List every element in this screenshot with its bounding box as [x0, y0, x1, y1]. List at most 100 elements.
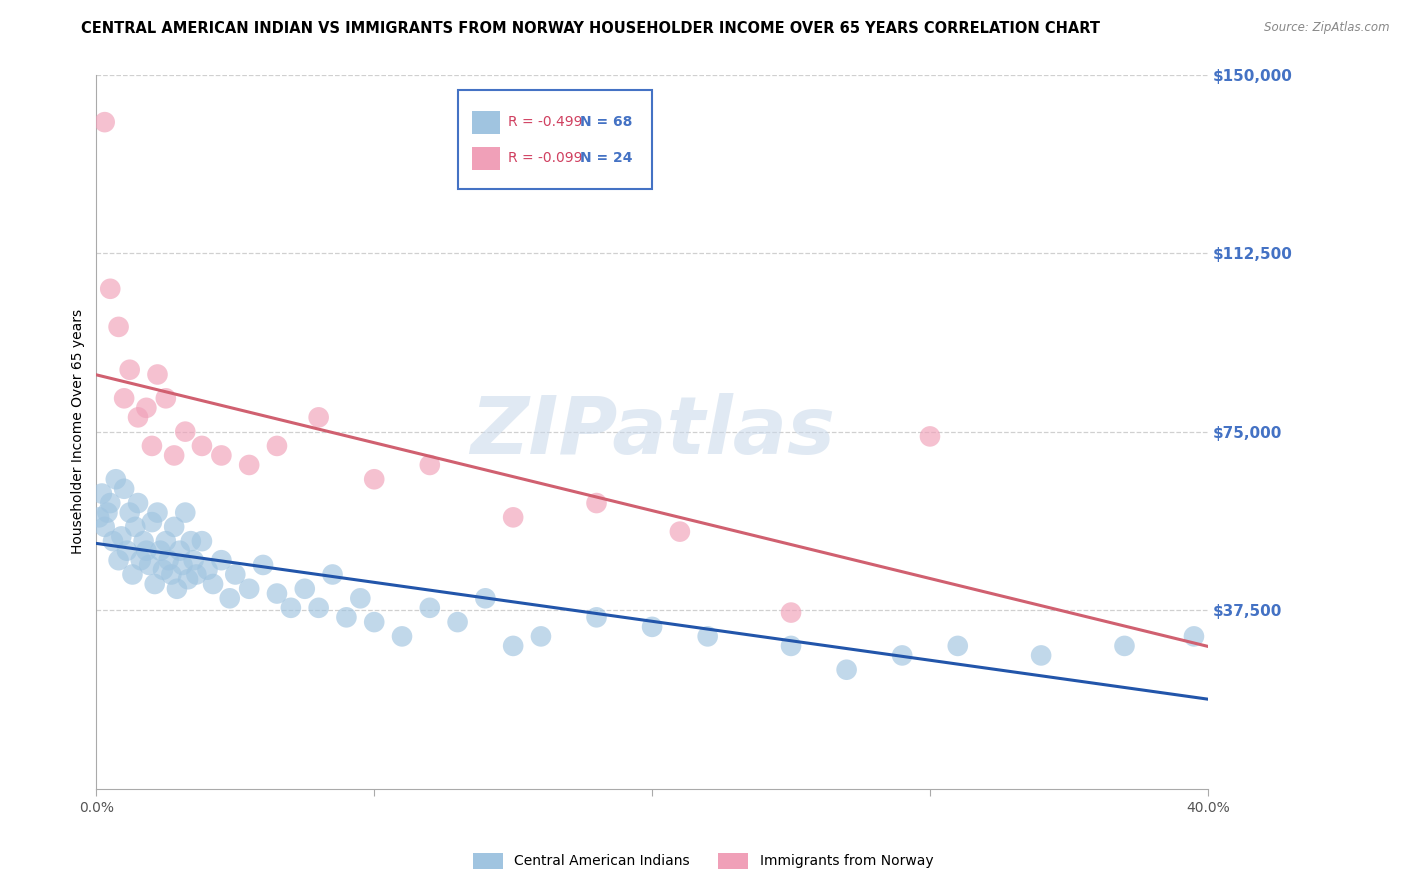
- Point: [197, 563, 219, 577]
- Point: [946, 639, 969, 653]
- Point: [474, 591, 496, 606]
- Point: [209, 449, 232, 463]
- Point: [93, 520, 115, 534]
- Point: [419, 458, 441, 472]
- Point: [238, 458, 260, 472]
- Point: [104, 472, 127, 486]
- Point: [163, 520, 186, 534]
- Point: [129, 553, 152, 567]
- Point: [132, 534, 155, 549]
- Point: [446, 615, 468, 629]
- Point: [308, 410, 330, 425]
- Point: [101, 534, 124, 549]
- Point: [174, 506, 197, 520]
- Point: [160, 567, 183, 582]
- Point: [155, 392, 177, 406]
- Point: [110, 529, 132, 543]
- Point: [530, 629, 553, 643]
- Point: [780, 606, 803, 620]
- Point: [186, 567, 208, 582]
- Point: [502, 510, 524, 524]
- Point: [107, 319, 129, 334]
- Point: [280, 600, 302, 615]
- Point: [146, 506, 169, 520]
- Point: [146, 368, 169, 382]
- Point: [90, 486, 112, 500]
- Point: [118, 506, 141, 520]
- Point: [180, 534, 202, 549]
- Text: R = -0.099: R = -0.099: [508, 151, 582, 165]
- Point: [115, 543, 138, 558]
- Bar: [472, 146, 499, 169]
- Text: CENTRAL AMERICAN INDIAN VS IMMIGRANTS FROM NORWAY HOUSEHOLDER INCOME OVER 65 YEA: CENTRAL AMERICAN INDIAN VS IMMIGRANTS FR…: [82, 21, 1099, 36]
- Point: [118, 363, 141, 377]
- Point: [127, 410, 149, 425]
- Bar: [472, 111, 499, 134]
- Point: [363, 615, 385, 629]
- Point: [266, 586, 288, 600]
- Point: [419, 600, 441, 615]
- Point: [335, 610, 357, 624]
- Point: [143, 577, 166, 591]
- Point: [157, 553, 180, 567]
- Point: [224, 567, 246, 582]
- Point: [98, 496, 121, 510]
- Y-axis label: Householder Income Over 65 years: Householder Income Over 65 years: [72, 309, 86, 554]
- Point: [93, 115, 115, 129]
- Point: [202, 577, 225, 591]
- Point: [238, 582, 260, 596]
- Point: [252, 558, 274, 572]
- Point: [149, 543, 172, 558]
- Point: [918, 429, 941, 443]
- Point: [96, 506, 118, 520]
- Point: [696, 629, 718, 643]
- Point: [174, 425, 197, 439]
- Point: [169, 543, 191, 558]
- Point: [121, 567, 143, 582]
- Point: [891, 648, 914, 663]
- Point: [294, 582, 316, 596]
- Point: [112, 392, 135, 406]
- Point: [308, 600, 330, 615]
- Point: [322, 567, 344, 582]
- Point: [98, 282, 121, 296]
- Point: [1114, 639, 1136, 653]
- Point: [349, 591, 371, 606]
- Point: [391, 629, 413, 643]
- Point: [641, 620, 664, 634]
- Point: [166, 582, 188, 596]
- Point: [141, 439, 163, 453]
- Text: N = 68: N = 68: [579, 115, 633, 129]
- Point: [191, 439, 214, 453]
- FancyBboxPatch shape: [457, 90, 652, 189]
- Point: [191, 534, 214, 549]
- Point: [363, 472, 385, 486]
- Point: [183, 553, 205, 567]
- Point: [209, 553, 232, 567]
- Point: [669, 524, 692, 539]
- Legend: Central American Indians, Immigrants from Norway: Central American Indians, Immigrants fro…: [467, 847, 939, 874]
- Point: [112, 482, 135, 496]
- Point: [127, 496, 149, 510]
- Point: [89, 510, 111, 524]
- Point: [1182, 629, 1205, 643]
- Text: Source: ZipAtlas.com: Source: ZipAtlas.com: [1264, 21, 1389, 34]
- Point: [152, 563, 174, 577]
- Point: [780, 639, 803, 653]
- Point: [177, 572, 200, 586]
- Point: [835, 663, 858, 677]
- Point: [107, 553, 129, 567]
- Point: [155, 534, 177, 549]
- Text: R = -0.499: R = -0.499: [508, 115, 582, 129]
- Point: [138, 558, 160, 572]
- Point: [163, 449, 186, 463]
- Point: [135, 543, 157, 558]
- Point: [172, 558, 194, 572]
- Point: [266, 439, 288, 453]
- Text: ZIPatlas: ZIPatlas: [470, 392, 835, 471]
- Point: [135, 401, 157, 415]
- Point: [585, 610, 607, 624]
- Point: [585, 496, 607, 510]
- Point: [502, 639, 524, 653]
- Point: [124, 520, 146, 534]
